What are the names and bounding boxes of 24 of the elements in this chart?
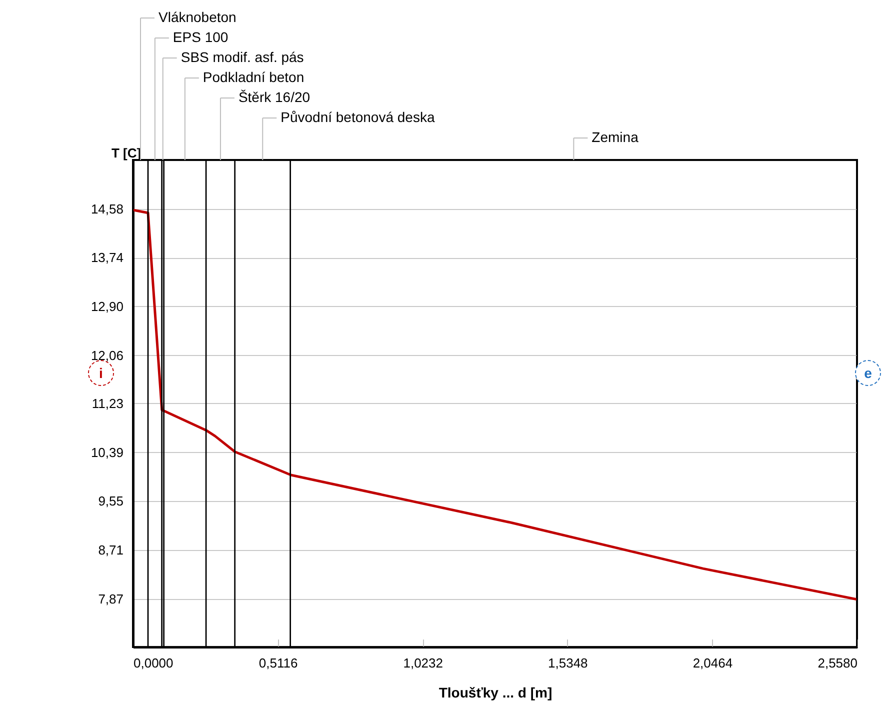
band-label: Původní betonová deska — [280, 109, 435, 125]
x-tick-label: 0,5116 — [258, 656, 298, 670]
y-tick-label: 7,87 — [98, 591, 124, 606]
y-tick-label: 8,71 — [98, 542, 124, 558]
band-label: Podkladní beton — [202, 69, 304, 85]
y-tick-label: 14,58 — [90, 201, 124, 216]
x-tick-label: 2,5580 — [818, 656, 858, 670]
y-tick-label: 11,23 — [92, 396, 124, 411]
y-tick-label: 9,55 — [98, 494, 124, 509]
band-label: Zemina — [592, 129, 639, 145]
x-tick-label: 1,5348 — [548, 656, 588, 670]
band-label: EPS 100 — [172, 29, 228, 45]
band-label: Štěrk 16/20 — [238, 89, 310, 105]
y-tick-label: 12,90 — [90, 298, 124, 314]
band-label: SBS modif. asf. pás — [180, 49, 304, 65]
y-tick-label: 13,74 — [90, 250, 124, 266]
x-tick-label: 1,0232 — [403, 656, 443, 670]
line-series — [133, 208, 857, 601]
y-tick-label: 12,06 — [90, 348, 124, 363]
y-tick-label: 10,39 — [90, 444, 124, 460]
x-tick-label: 2,0464 — [692, 656, 733, 670]
x-tick-label: 0,0000 — [134, 656, 174, 670]
band-label: Vláknobeton — [158, 9, 236, 25]
x-axis-title: Tloušťky ... d [m] — [438, 684, 552, 700]
